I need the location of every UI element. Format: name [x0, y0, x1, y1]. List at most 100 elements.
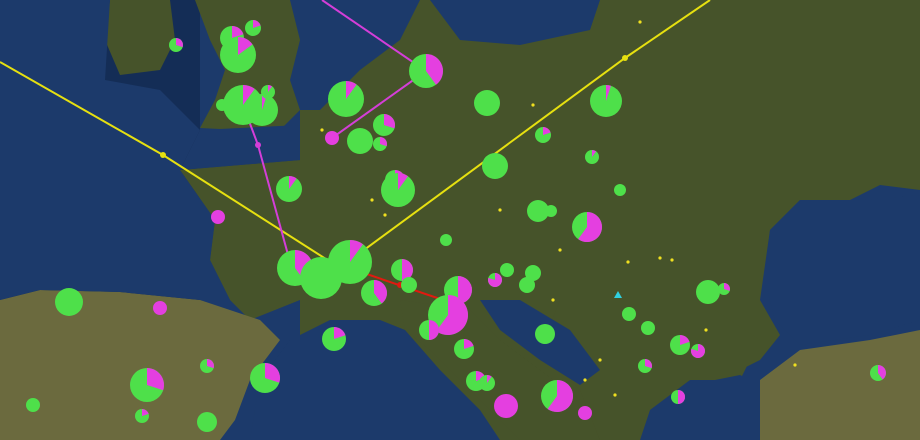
pie-marker[interactable] [419, 320, 439, 340]
point-marker[interactable] [531, 103, 535, 107]
pie-marker[interactable] [638, 359, 652, 373]
pie-marker[interactable] [614, 184, 626, 196]
pie-marker[interactable] [500, 263, 514, 277]
pie-marker[interactable] [216, 99, 228, 111]
pie-slice-secondary [678, 390, 685, 404]
pie-marker[interactable] [276, 176, 302, 202]
pie-marker[interactable] [585, 150, 599, 164]
pie-slice-secondary [147, 368, 164, 391]
pie-marker[interactable] [494, 394, 518, 418]
route-magenta-north[interactable] [321, 0, 427, 72]
pie-marker[interactable] [670, 335, 690, 355]
pie-marker[interactable] [55, 288, 83, 316]
pie-marker[interactable] [245, 20, 261, 36]
pie-slice-secondary [645, 359, 652, 369]
pie-marker[interactable] [428, 295, 469, 335]
pie-marker[interactable] [391, 259, 413, 281]
pie-slice-secondary [578, 406, 592, 420]
mediterranean [250, 320, 500, 440]
point-marker[interactable] [613, 393, 617, 397]
point-marker[interactable] [558, 248, 562, 252]
pie-marker[interactable] [535, 127, 551, 143]
pie-slice-secondary [207, 359, 214, 369]
pie-marker[interactable] [197, 412, 217, 432]
pie-marker[interactable] [373, 137, 387, 151]
pie-marker[interactable] [718, 283, 730, 295]
point-marker[interactable] [638, 20, 642, 24]
pie-slice-primary [641, 321, 655, 335]
pie-marker[interactable] [525, 265, 541, 281]
pie-marker[interactable] [622, 307, 636, 321]
pie-marker[interactable] [220, 37, 256, 73]
pie-marker[interactable] [325, 131, 339, 145]
pie-marker[interactable] [572, 212, 602, 242]
pie-marker[interactable] [474, 90, 500, 116]
triangle-marker-icon[interactable] [614, 291, 622, 298]
pie-marker[interactable] [641, 321, 655, 335]
pie-marker[interactable] [169, 38, 183, 52]
pie-marker[interactable] [401, 277, 417, 293]
pie-marker[interactable] [527, 200, 549, 222]
pie-marker[interactable] [519, 277, 535, 293]
point-marker[interactable] [320, 128, 324, 132]
point-marker[interactable] [704, 328, 708, 332]
pie-marker[interactable] [535, 324, 555, 344]
pie-marker[interactable] [696, 280, 720, 304]
point-marker[interactable] [383, 213, 387, 217]
pie-slice-secondary [374, 280, 388, 304]
pie-marker[interactable] [211, 210, 225, 224]
pie-marker[interactable] [361, 280, 388, 306]
point-marker[interactable] [626, 260, 630, 264]
pie-marker[interactable] [870, 365, 886, 381]
pie-marker[interactable] [691, 344, 705, 359]
pie-marker[interactable] [200, 359, 214, 373]
point-marker[interactable] [583, 378, 587, 382]
pie-marker[interactable] [322, 327, 346, 351]
pie-marker[interactable] [671, 390, 685, 404]
pie-marker[interactable] [440, 234, 452, 246]
pie-marker[interactable] [130, 368, 164, 402]
pie-slice-secondary [402, 259, 413, 281]
point-marker[interactable] [551, 298, 555, 302]
pie-marker[interactable] [454, 339, 474, 359]
point-marker[interactable] [598, 358, 602, 362]
point-marker[interactable] [793, 363, 797, 367]
pie-marker[interactable] [246, 94, 278, 126]
pie-marker[interactable] [482, 153, 508, 179]
pie-marker[interactable] [250, 363, 280, 393]
pie-slice-secondary [680, 335, 690, 345]
pie-marker[interactable] [409, 54, 443, 88]
pie-marker[interactable] [135, 409, 149, 423]
pie-marker[interactable] [153, 301, 167, 315]
pie-slice-secondary [429, 320, 439, 340]
pie-marker[interactable] [479, 375, 495, 391]
pie-marker[interactable] [488, 273, 503, 287]
pie-marker[interactable] [261, 85, 275, 99]
pie-marker[interactable] [328, 81, 364, 117]
pie-marker[interactable] [578, 406, 592, 420]
route-magenta-mid[interactable] [331, 70, 427, 139]
pie-slice-secondary [578, 212, 602, 242]
point-marker[interactable] [498, 208, 502, 212]
pie-slice-secondary [346, 81, 357, 99]
pie-slice-primary [347, 128, 373, 154]
point-marker[interactable] [658, 256, 662, 260]
point-marker[interactable] [670, 258, 674, 262]
pie-marker[interactable] [545, 205, 557, 217]
route-arrow-icon [255, 142, 261, 148]
pie-marker[interactable] [381, 173, 415, 207]
point-marker[interactable] [370, 198, 374, 202]
pie-marker[interactable] [328, 240, 372, 284]
biscay [0, 0, 230, 300]
pie-marker[interactable] [26, 398, 40, 412]
pie-slice-secondary [494, 394, 518, 418]
iberia [0, 290, 280, 440]
pie-marker[interactable] [541, 380, 573, 412]
pie-slice-primary [519, 277, 535, 293]
pie-marker[interactable] [590, 85, 622, 117]
pie-slice-primary [622, 307, 636, 321]
pie-marker[interactable] [347, 128, 373, 154]
pie-marker[interactable] [373, 114, 395, 136]
pie-slice-primary [482, 153, 508, 179]
